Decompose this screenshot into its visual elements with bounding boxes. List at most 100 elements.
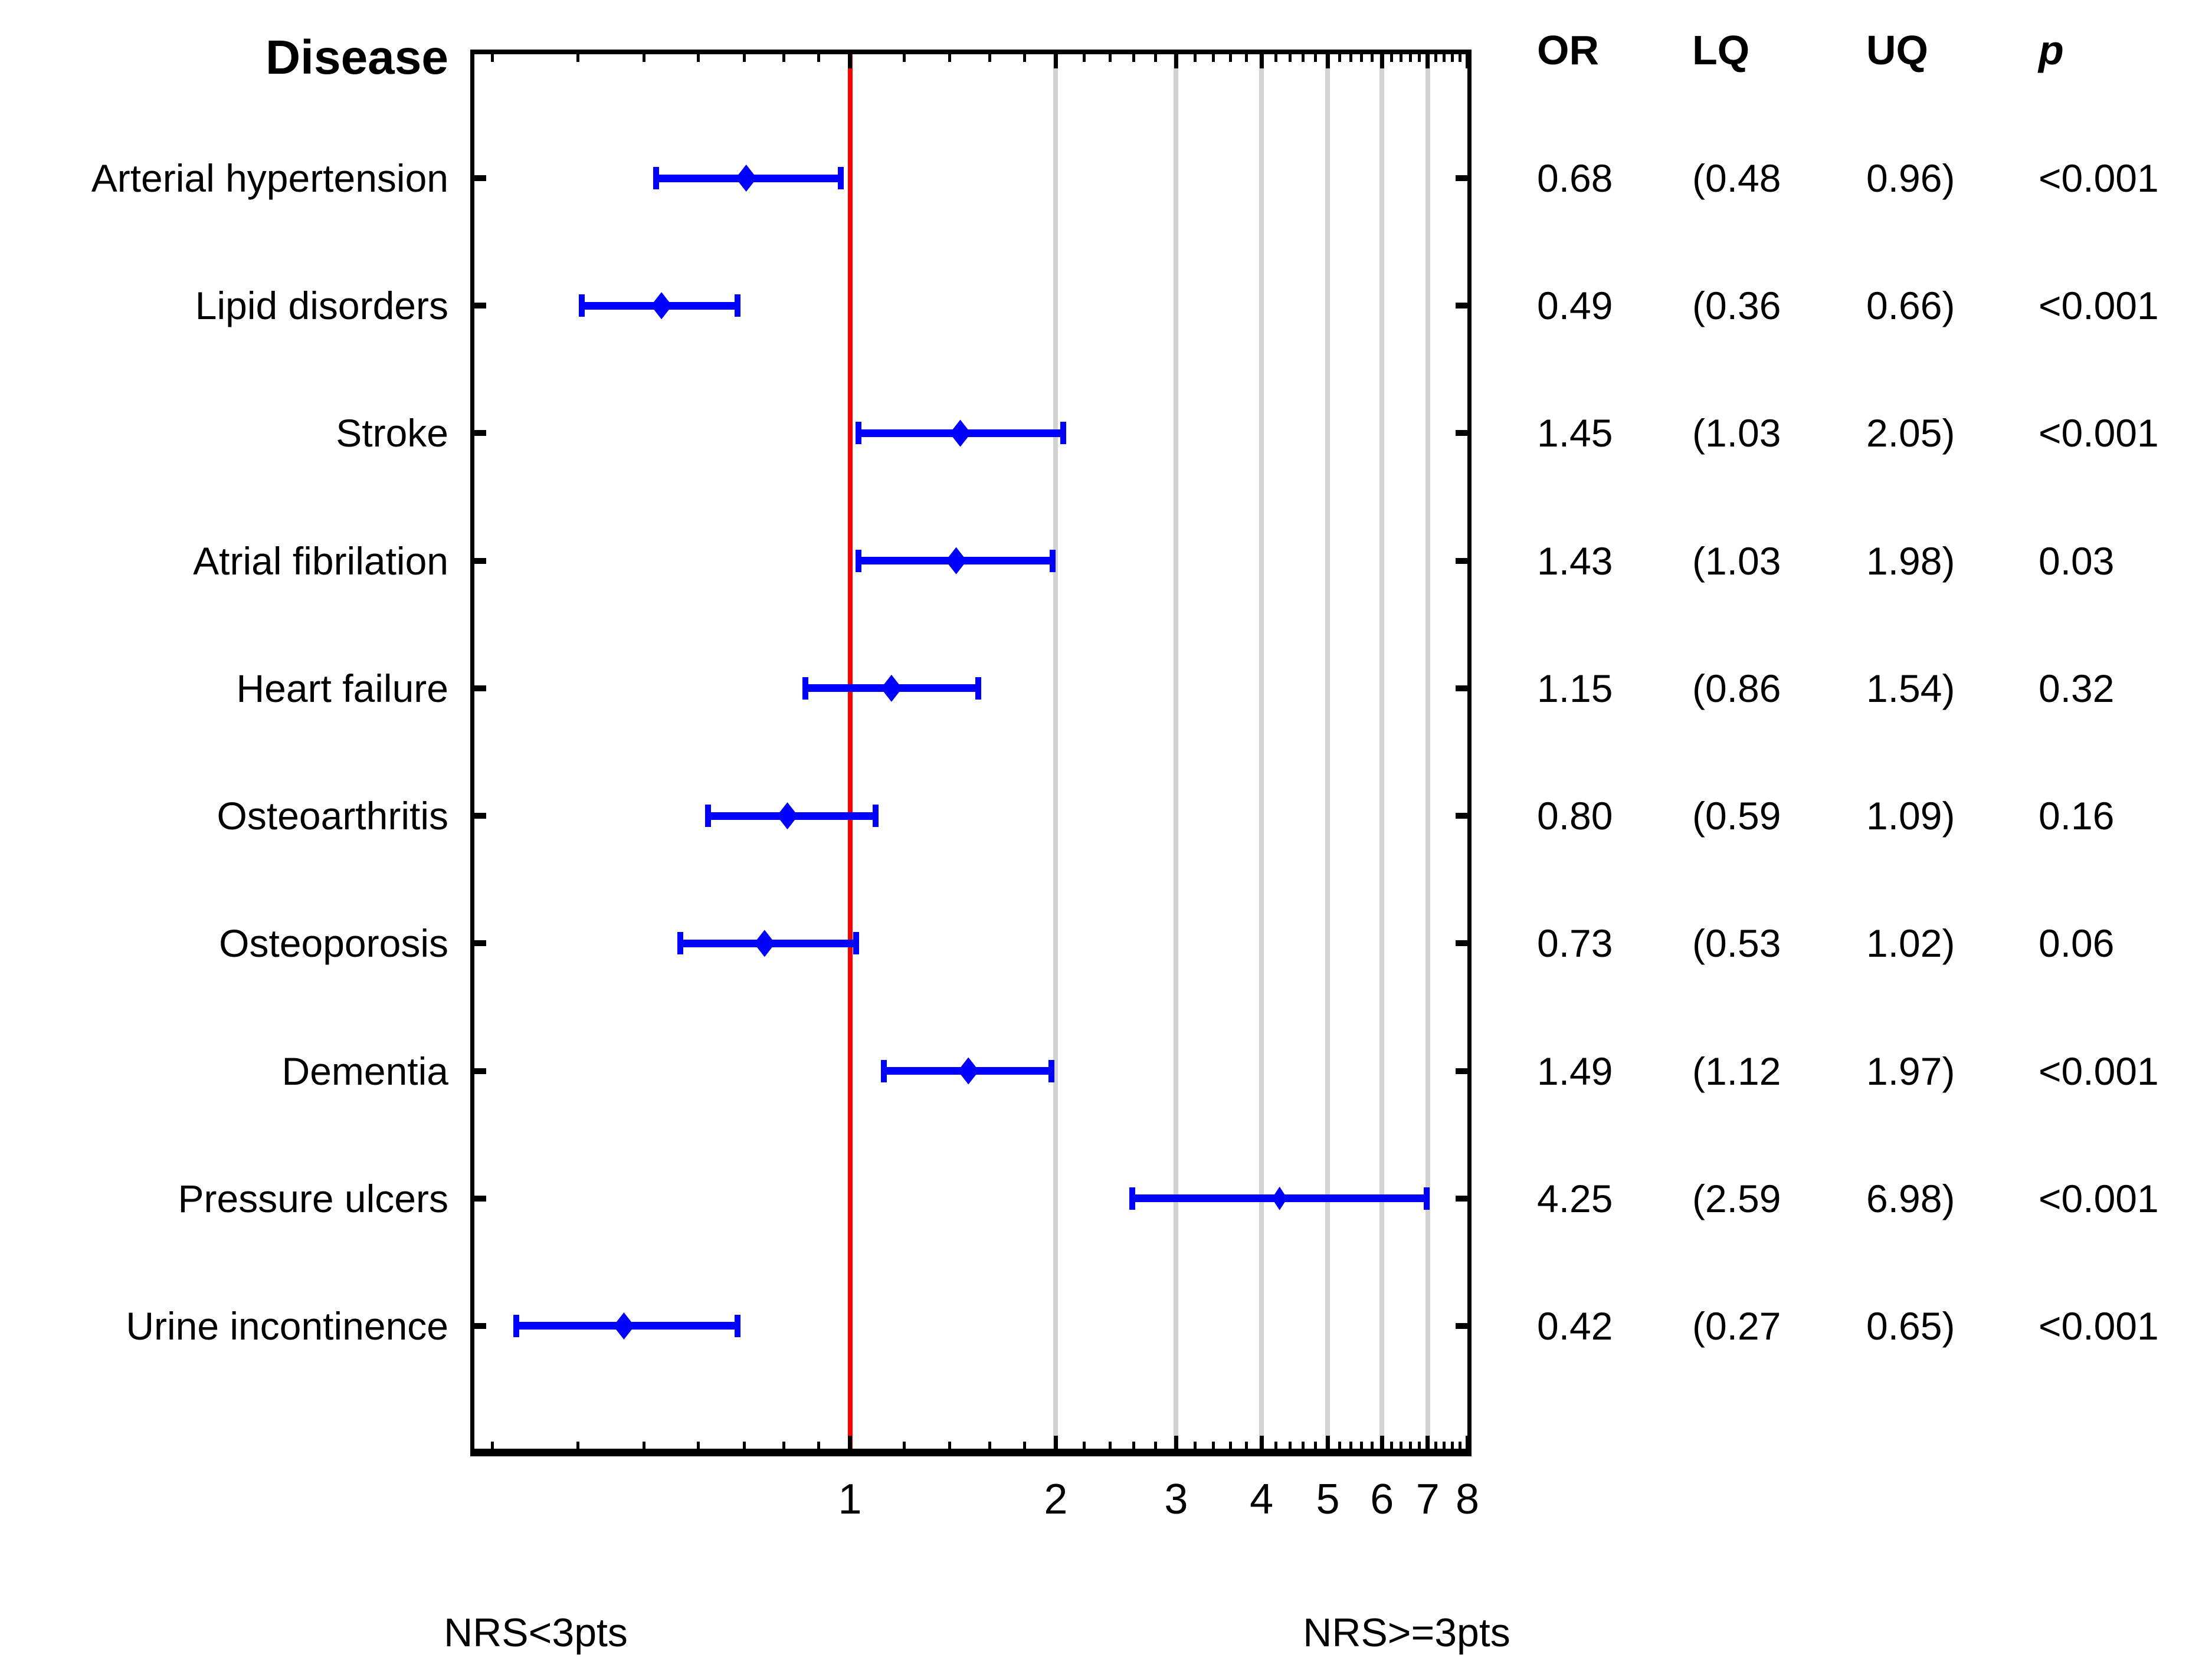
or-value: 0.49 [1537,284,1613,328]
ci-cap-low [856,549,862,572]
row-label: Atrial fibrilation [193,539,448,583]
or-value: 1.49 [1537,1049,1613,1093]
x-minor-tick [576,1442,579,1449]
p-value: 0.32 [2039,666,2115,710]
lq-value: (1.03 [1692,539,1781,583]
x-tick-label: 3 [1164,1476,1188,1523]
x-minor-tick [1132,1442,1135,1449]
x-axis-left-annotation: NRS<3pts [444,1610,628,1655]
x-minor-tick [1458,1442,1461,1449]
x-minor-tick-top [1154,54,1158,62]
x-minor-tick-top [1274,54,1278,62]
x-major-tick-top [1053,54,1058,68]
x-minor-tick-top [988,54,991,62]
gridline [1325,54,1331,1449]
ci-cap-high [1424,1187,1430,1210]
ci-cap-low [856,422,862,445]
plot-border-right [1467,50,1472,1456]
x-axis-line [470,1449,1472,1456]
x-tick-label: 4 [1250,1476,1274,1523]
x-minor-tick-top [1408,54,1412,62]
x-minor-tick [697,1442,700,1449]
lq-value: (1.03 [1692,411,1781,455]
x-minor-tick-top [1302,54,1305,62]
uq-value: 2.05) [1866,411,1955,455]
x-minor-tick-top [1400,54,1403,62]
y-row-tick-right [1456,1195,1467,1202]
x-minor-tick-top [1450,54,1454,62]
ci-cap-high [1060,422,1066,445]
gridline [1053,54,1059,1449]
x-minor-tick-top [1417,54,1421,62]
x-minor-tick [1390,1442,1394,1449]
or-marker [945,547,967,575]
x-minor-tick-top [902,54,906,62]
x-major-tick-top [848,54,853,68]
x-major-tick [1259,1436,1264,1449]
y-row-tick-left [474,557,486,564]
y-row-tick-left [474,813,486,819]
x-minor-tick-top [1443,54,1446,62]
x-minor-tick-top [1194,54,1197,62]
x-minor-tick [1108,1442,1112,1449]
or-marker [735,165,757,192]
y-row-tick-left [474,685,486,691]
x-minor-tick-top [1458,54,1461,62]
gridline [1174,54,1179,1449]
p-value: <0.001 [2039,156,2159,200]
x-minor-tick [1228,1442,1232,1449]
x-minor-tick [1349,1442,1352,1449]
ci-cap-high [838,167,844,189]
or-value: 0.73 [1537,921,1613,966]
or-marker [753,930,775,957]
x-minor-tick [1274,1442,1278,1449]
x-minor-tick-top [576,54,579,62]
p-value: 0.06 [2039,921,2115,966]
x-minor-tick [1082,1442,1086,1449]
x-major-tick-top [1325,54,1330,68]
x-minor-tick-top [1349,54,1352,62]
uq-value: 1.02) [1866,921,1955,966]
x-minor-tick-top [1132,54,1135,62]
ci-cap-low [1129,1187,1136,1210]
uq-value: 1.97) [1866,1049,1955,1093]
y-row-tick-left [474,175,486,181]
x-tick-label: 5 [1316,1476,1340,1523]
x-minor-tick [1314,1442,1318,1449]
x-minor-tick-top [697,54,700,62]
x-minor-tick-top [1228,54,1232,62]
x-major-tick [1425,1436,1430,1449]
y-row-tick-right [1456,1068,1467,1074]
x-minor-tick-top [1082,54,1086,62]
y-row-tick-left [474,940,486,947]
x-tick-label: 1 [838,1476,862,1523]
uq-value: 0.66) [1866,284,1955,328]
x-minor-tick [1023,1442,1026,1449]
ci-cap-high [872,805,879,828]
ci-cap-high [975,677,981,700]
x-minor-tick [1211,1442,1215,1449]
x-minor-tick-top [1023,54,1026,62]
x-minor-tick-top [948,54,952,62]
x-minor-tick-top [1338,54,1341,62]
ci-cap-high [1048,1059,1054,1082]
y-row-tick-left [474,1068,486,1074]
or-value: 0.42 [1537,1304,1613,1348]
x-minor-tick-top [643,54,646,62]
disease-column-header: Disease [265,31,448,84]
x-major-tick-top [1259,54,1264,68]
y-row-tick-right [1456,430,1467,436]
x-minor-tick [1194,1442,1197,1449]
or-value: 4.25 [1537,1176,1613,1220]
x-minor-tick [902,1442,906,1449]
p-value: <0.001 [2039,411,2159,455]
ci-cap-low [677,932,684,955]
y-row-tick-right [1456,175,1467,181]
p-column-header: p [2039,27,2064,73]
x-minor-tick [948,1442,952,1449]
y-row-tick-right [1456,940,1467,947]
row-label: Lipid disorders [195,284,448,328]
y-row-tick-right [1456,1322,1467,1329]
x-minor-tick [782,1442,785,1449]
